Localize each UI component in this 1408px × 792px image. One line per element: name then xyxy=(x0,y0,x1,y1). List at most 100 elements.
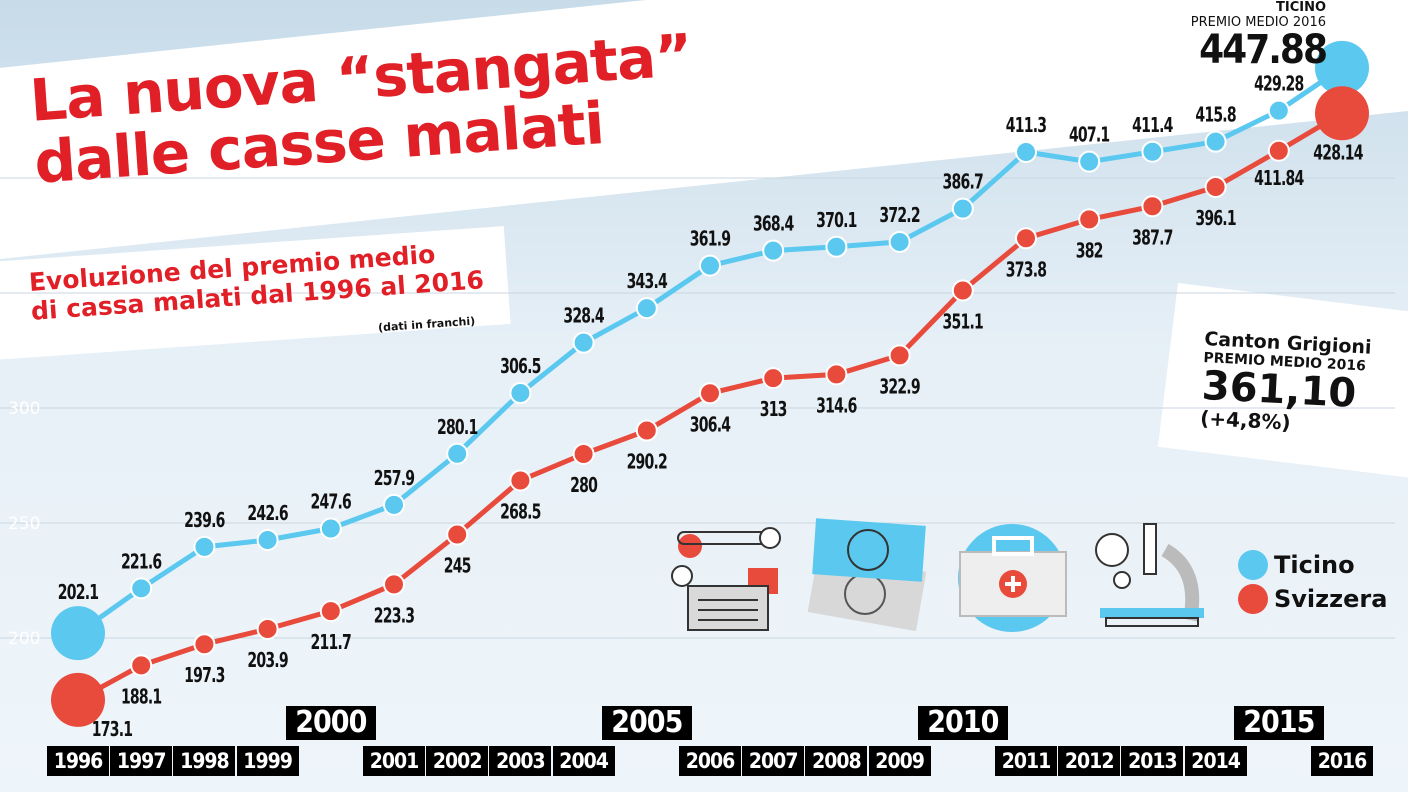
data-point xyxy=(572,443,595,465)
data-point xyxy=(762,239,785,262)
data-label: 203.9 xyxy=(247,649,288,672)
data-label: 280 xyxy=(570,474,598,497)
data-label: 247.6 xyxy=(311,491,352,514)
data-label: 361.9 xyxy=(690,228,731,251)
data-point xyxy=(1015,227,1037,250)
data-label: 411.4 xyxy=(1132,114,1173,137)
data-point xyxy=(509,382,532,405)
data-label: 370.1 xyxy=(816,209,857,232)
data-label: 306.5 xyxy=(500,355,541,378)
data-point xyxy=(509,469,532,492)
data-label: 197.3 xyxy=(184,664,224,687)
data-label: 268.5 xyxy=(500,501,541,524)
legend-item-svizzera: Svizzera xyxy=(1238,582,1387,616)
legend-swatch-ticino xyxy=(1238,550,1268,580)
legend-item-ticino: Ticino xyxy=(1238,548,1387,582)
grigioni-highlight: Canton Grigioni PREMIO MEDIO 2016 361,10… xyxy=(1200,328,1372,439)
data-label: 202.1 xyxy=(58,581,99,604)
data-label: 411.3 xyxy=(1006,114,1046,137)
data-point xyxy=(193,633,216,656)
data-point xyxy=(1267,139,1290,162)
data-label: 387.7 xyxy=(1132,226,1172,249)
data-point xyxy=(699,382,721,405)
x-tick-label: 2005 xyxy=(601,706,692,740)
data-point xyxy=(951,279,974,302)
data-point xyxy=(1078,208,1101,231)
data-label: 415.8 xyxy=(1195,104,1236,127)
data-point xyxy=(1141,195,1164,218)
data-point xyxy=(635,297,658,320)
data-point xyxy=(825,363,848,386)
data-point xyxy=(383,573,405,596)
data-label: 223.3 xyxy=(374,605,414,628)
data-point xyxy=(1204,130,1227,153)
x-tick-label: 2009 xyxy=(868,746,931,776)
data-point xyxy=(1267,99,1290,122)
data-label: 351.1 xyxy=(943,311,984,334)
data-point xyxy=(130,654,153,677)
data-point xyxy=(51,606,105,661)
data-point xyxy=(256,529,279,552)
x-tick-label: 2006 xyxy=(679,746,741,776)
data-label: 328.4 xyxy=(563,305,604,328)
x-tick-label: 2010 xyxy=(917,706,1008,740)
data-point xyxy=(383,493,405,516)
data-label: 382 xyxy=(1076,240,1103,263)
data-label: 373.8 xyxy=(1006,258,1047,281)
data-label: 239.6 xyxy=(184,509,225,532)
data-point xyxy=(1015,141,1037,164)
legend-label-ticino: Ticino xyxy=(1274,551,1355,579)
data-label: 322.9 xyxy=(879,375,920,398)
x-tick-label: 2004 xyxy=(552,746,615,776)
data-label: 280.1 xyxy=(437,416,478,439)
data-label: 428.14 xyxy=(1313,141,1363,164)
data-label: 290.2 xyxy=(627,451,667,474)
data-label: 221.6 xyxy=(121,550,162,573)
x-tick-label: 2000 xyxy=(285,706,376,740)
x-tick-label: 2013 xyxy=(1121,746,1184,776)
data-label: 407.1 xyxy=(1069,124,1110,147)
data-point xyxy=(51,672,105,727)
data-label: 411.84 xyxy=(1254,167,1304,190)
data-point xyxy=(130,577,153,600)
data-point xyxy=(572,331,595,354)
y-tick-label: 200 xyxy=(8,629,40,649)
x-tick-label: 2011 xyxy=(995,746,1057,776)
data-point xyxy=(635,419,658,442)
ticino-value: 447.88 xyxy=(1199,27,1328,73)
data-label: 313 xyxy=(760,398,787,421)
data-label: 314.6 xyxy=(816,395,857,418)
data-point xyxy=(446,442,469,465)
data-label: 386.7 xyxy=(943,171,983,194)
data-point xyxy=(1315,40,1369,95)
data-point xyxy=(319,600,342,623)
x-tick-label: 2015 xyxy=(1233,706,1324,740)
x-tick-label: 2016 xyxy=(1311,746,1373,776)
data-point xyxy=(1141,140,1164,163)
data-point xyxy=(762,367,785,390)
legend-label-svizzera: Svizzera xyxy=(1274,585,1388,613)
banknote-icon xyxy=(807,518,927,632)
microscope-icon xyxy=(1095,523,1204,627)
data-point xyxy=(193,535,216,558)
x-tick-label: 2008 xyxy=(805,746,868,776)
data-label: 306.4 xyxy=(690,413,731,436)
ticino-highlight: TICINO PREMIO MEDIO 2016 447.88 xyxy=(1190,0,1328,73)
legend: Ticino Svizzera xyxy=(1238,548,1387,616)
x-tick-label: 1997 xyxy=(110,746,173,776)
data-point xyxy=(699,254,721,277)
x-tick-label: 2001 xyxy=(363,746,425,776)
data-label: 245 xyxy=(444,555,472,578)
medical-icons xyxy=(671,518,1204,632)
x-tick-label: 1996 xyxy=(47,746,109,776)
data-point xyxy=(1204,175,1227,198)
ticino-label: PREMIO MEDIO 2016 xyxy=(1190,15,1326,30)
y-tick-label: 250 xyxy=(8,514,40,534)
data-label: 343.4 xyxy=(627,270,668,293)
data-point xyxy=(256,618,279,641)
data-label: 242.6 xyxy=(247,502,288,525)
scissors-icon xyxy=(671,527,781,631)
x-tick-label: 2002 xyxy=(426,746,489,776)
data-label: 372.2 xyxy=(879,204,919,227)
